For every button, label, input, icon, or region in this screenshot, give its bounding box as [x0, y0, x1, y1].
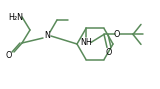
Text: O: O	[6, 52, 12, 61]
Text: O: O	[114, 30, 120, 39]
Text: O: O	[106, 48, 112, 57]
Text: NH: NH	[80, 38, 92, 47]
Text: N: N	[44, 32, 50, 40]
Text: H₂N: H₂N	[8, 12, 23, 22]
